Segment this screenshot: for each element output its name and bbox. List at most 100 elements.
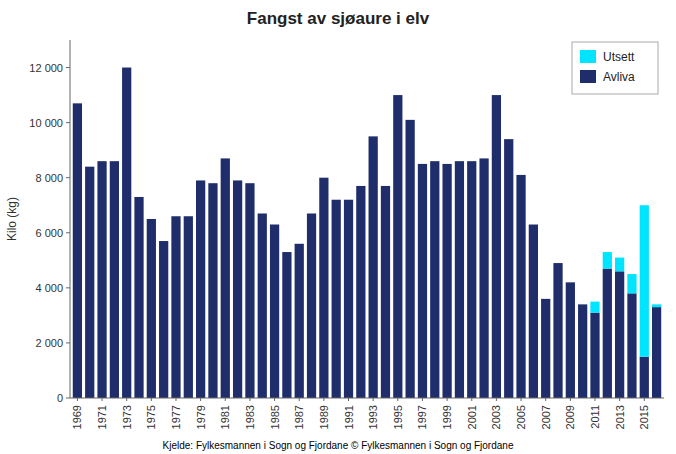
- bar: [134, 196, 143, 197]
- legend: UtsettAvliva: [572, 42, 658, 94]
- x-tick-label: 1991: [343, 405, 355, 429]
- bar: [344, 200, 353, 398]
- bar: [442, 163, 451, 164]
- bar: [566, 282, 575, 283]
- bar: [221, 158, 230, 159]
- bar: [110, 161, 119, 162]
- x-tick: [323, 398, 324, 401]
- bar: [307, 213, 316, 398]
- bar: [578, 304, 587, 398]
- x-tick: [397, 398, 398, 401]
- legend-swatch: [580, 50, 596, 63]
- bar: [184, 216, 193, 217]
- bar: [208, 183, 217, 184]
- x-tick: [225, 398, 226, 401]
- bar: [73, 103, 82, 398]
- bar: [479, 158, 488, 398]
- x-tick-label: 2003: [490, 405, 502, 429]
- x-axis-line: [70, 398, 664, 399]
- bar: [319, 177, 328, 178]
- bar: [516, 174, 525, 175]
- x-tick-label: 1979: [195, 405, 207, 429]
- bar: [110, 161, 119, 398]
- y-tick-label: 4 000: [35, 282, 63, 294]
- bar: [258, 213, 267, 214]
- x-tick: [373, 398, 374, 401]
- bar: [282, 252, 291, 253]
- bar: [369, 136, 378, 398]
- x-tick: [422, 398, 423, 401]
- bar: [590, 302, 599, 313]
- bar: [245, 183, 254, 184]
- x-tick: [151, 398, 152, 401]
- bar: [221, 158, 230, 398]
- bar: [196, 180, 205, 398]
- x-tick-label: 1995: [392, 405, 404, 429]
- bar: [332, 200, 341, 398]
- bar: [171, 216, 180, 398]
- x-tick-label: 1987: [293, 405, 305, 429]
- bar: [442, 164, 451, 398]
- bar: [184, 216, 193, 398]
- bar: [245, 183, 254, 398]
- bar: [615, 258, 624, 272]
- bar: [615, 271, 624, 398]
- bar: [307, 213, 316, 214]
- bar: [455, 161, 464, 162]
- y-tick-label: 10 000: [29, 117, 63, 129]
- bar: [627, 274, 636, 293]
- x-tick-label: 1977: [170, 405, 182, 429]
- bar: [97, 161, 106, 398]
- bar: [529, 224, 538, 225]
- bar: [122, 68, 131, 398]
- x-tick: [249, 398, 250, 401]
- y-tick-label: 12 000: [29, 62, 63, 74]
- x-tick: [496, 398, 497, 401]
- bar: [541, 298, 550, 299]
- x-tick-label: 2009: [564, 405, 576, 429]
- x-tick: [126, 398, 127, 401]
- x-tick-label: 2015: [638, 405, 650, 429]
- bar: [467, 161, 476, 398]
- bar: [381, 185, 390, 186]
- x-tick: [521, 398, 522, 401]
- x-tick: [299, 398, 300, 401]
- y-tick: [66, 342, 70, 343]
- x-tick-label: 1975: [145, 405, 157, 429]
- bar: [344, 199, 353, 200]
- y-tick: [66, 232, 70, 233]
- bar: [295, 243, 304, 244]
- y-axis-label: Kilo (kg): [5, 197, 19, 241]
- legend-swatch: [580, 70, 596, 83]
- y-tick: [66, 122, 70, 123]
- bar: [73, 103, 82, 104]
- x-tick-label: 1981: [219, 405, 231, 429]
- bar: [566, 282, 575, 398]
- x-axis: 1969197119731975197719791981198319851987…: [71, 398, 650, 429]
- x-tick: [644, 398, 645, 401]
- bar: [640, 357, 649, 398]
- bar: [504, 139, 513, 398]
- bar: [319, 178, 328, 398]
- bar: [233, 180, 242, 181]
- x-tick-label: 1985: [269, 405, 281, 429]
- x-tick-label: 2001: [466, 405, 478, 429]
- bar: [603, 252, 612, 269]
- bar: [147, 219, 156, 398]
- bar: [640, 205, 649, 356]
- bar: [492, 95, 501, 96]
- bar: [233, 180, 242, 398]
- x-tick-label: 1969: [71, 405, 83, 429]
- bar: [196, 180, 205, 181]
- bar: [652, 307, 661, 398]
- bar: [159, 241, 168, 242]
- bar: [603, 269, 612, 398]
- x-tick-label: 2011: [589, 405, 601, 429]
- bar: [393, 95, 402, 398]
- y-tick-label: 0: [57, 392, 63, 404]
- bar: [282, 252, 291, 398]
- x-tick: [619, 398, 620, 401]
- x-tick: [570, 398, 571, 401]
- x-tick-label: 1993: [367, 405, 379, 429]
- y-tick: [66, 287, 70, 288]
